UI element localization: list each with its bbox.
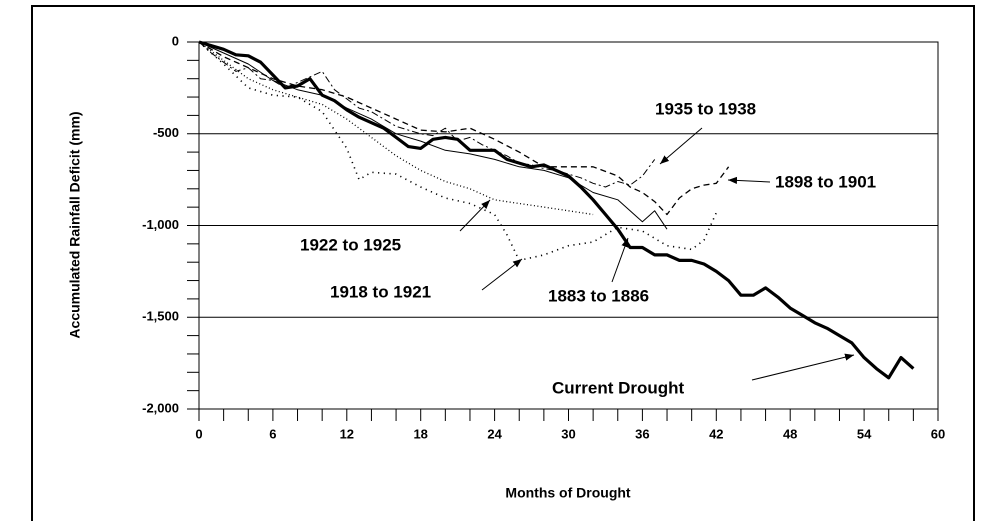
series-label: 1935 to 1938 (655, 99, 756, 118)
y-tick-label: -1,000 (142, 217, 179, 232)
x-tick-label: 30 (561, 426, 575, 441)
x-tick-label: 36 (635, 426, 649, 441)
series-label: 1918 to 1921 (330, 282, 431, 301)
series-line (198, 41, 656, 188)
y-tick-label: -2,000 (142, 400, 179, 415)
x-axis-label: Months of Drought (505, 485, 631, 501)
x-tick-label: 24 (487, 426, 502, 441)
series-label: Current Drought (552, 378, 685, 397)
series-line (198, 41, 594, 216)
x-tick-label: 60 (931, 426, 945, 441)
x-tick-label: 42 (709, 426, 723, 441)
y-tick-label: -500 (153, 125, 179, 140)
label-arrow (611, 237, 629, 283)
series-label: 1922 to 1925 (300, 235, 401, 254)
series-line (198, 41, 730, 216)
label-arrow (727, 176, 771, 185)
x-tick-label: 18 (413, 426, 427, 441)
series-line (198, 40, 915, 380)
y-tick-label: 0 (172, 33, 179, 48)
x-tick-label: 12 (340, 426, 354, 441)
label-arrow (751, 353, 855, 381)
x-tick-label: 0 (195, 426, 202, 441)
y-axis-label: Accumulated Rainfall Deficit (mm) (67, 111, 83, 338)
series-label: 1898 to 1901 (775, 172, 876, 191)
label-arrow (659, 127, 703, 165)
series-line (198, 41, 668, 230)
label-arrow (459, 199, 491, 232)
y-tick-label: -1,500 (142, 309, 179, 324)
x-tick-label: 6 (269, 426, 276, 441)
series-line (198, 41, 718, 262)
series-label: 1883 to 1886 (548, 286, 649, 305)
label-arrow (481, 258, 523, 291)
x-tick-label: 54 (857, 426, 872, 441)
outer-frame (31, 5, 975, 521)
x-tick-label: 48 (783, 426, 797, 441)
